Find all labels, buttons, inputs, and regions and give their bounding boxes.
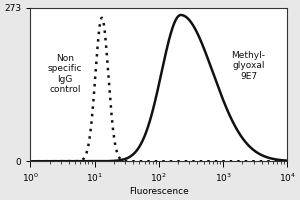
Text: Non
specific
IgG
control: Non specific IgG control	[48, 54, 82, 94]
X-axis label: Fluorescence: Fluorescence	[129, 187, 189, 196]
Text: Methyl-
glyoxal
9E7: Methyl- glyoxal 9E7	[232, 51, 266, 81]
